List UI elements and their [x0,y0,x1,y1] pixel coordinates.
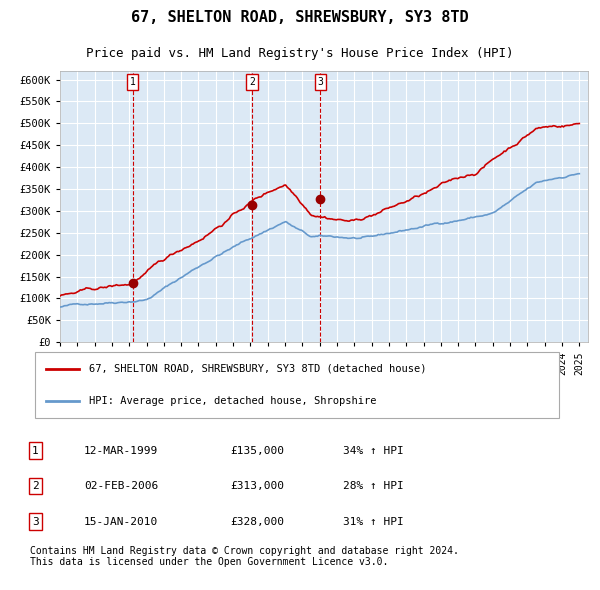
Text: 15-JAN-2010: 15-JAN-2010 [84,517,158,526]
FancyBboxPatch shape [35,352,559,418]
Text: 3: 3 [317,77,323,87]
Text: 67, SHELTON ROAD, SHREWSBURY, SY3 8TD: 67, SHELTON ROAD, SHREWSBURY, SY3 8TD [131,10,469,25]
Text: 12-MAR-1999: 12-MAR-1999 [84,446,158,455]
Text: 1: 1 [32,446,39,455]
Text: £135,000: £135,000 [230,446,284,455]
Text: 02-FEB-2006: 02-FEB-2006 [84,481,158,491]
Text: 31% ↑ HPI: 31% ↑ HPI [343,517,404,526]
Text: 2: 2 [249,77,255,87]
Text: £328,000: £328,000 [230,517,284,526]
Text: 1: 1 [130,77,136,87]
Text: HPI: Average price, detached house, Shropshire: HPI: Average price, detached house, Shro… [89,396,377,406]
Text: Contains HM Land Registry data © Crown copyright and database right 2024.
This d: Contains HM Land Registry data © Crown c… [30,546,459,568]
Text: 28% ↑ HPI: 28% ↑ HPI [343,481,404,491]
Text: 2: 2 [32,481,39,491]
Text: 3: 3 [32,517,39,526]
Text: 34% ↑ HPI: 34% ↑ HPI [343,446,404,455]
Text: Price paid vs. HM Land Registry's House Price Index (HPI): Price paid vs. HM Land Registry's House … [86,47,514,60]
Text: 67, SHELTON ROAD, SHREWSBURY, SY3 8TD (detached house): 67, SHELTON ROAD, SHREWSBURY, SY3 8TD (d… [89,364,427,373]
Text: £313,000: £313,000 [230,481,284,491]
